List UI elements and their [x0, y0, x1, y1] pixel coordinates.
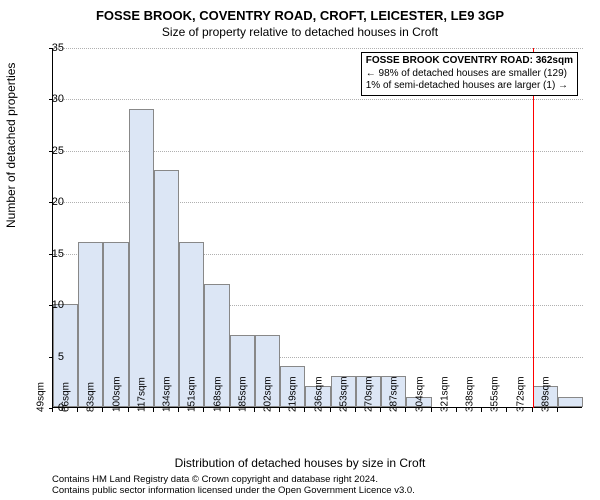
xtick-label: 270sqm — [364, 376, 375, 412]
xtick-mark — [77, 408, 78, 412]
xtick-label: 100sqm — [111, 376, 122, 412]
xtick-mark — [405, 408, 406, 412]
ytick-label: 25 — [34, 145, 64, 157]
annotation-box: FOSSE BROOK COVENTRY ROAD: 362sqm ← 98% … — [361, 52, 578, 96]
y-axis-label: Number of detached properties — [4, 63, 18, 228]
xtick-mark — [481, 408, 482, 412]
xtick-mark — [153, 408, 154, 412]
xtick-mark — [380, 408, 381, 412]
ytick-label: 20 — [34, 196, 64, 208]
xtick-mark — [102, 408, 103, 412]
xtick-label: 117sqm — [136, 377, 147, 412]
gridline — [53, 48, 583, 49]
xtick-mark — [304, 408, 305, 412]
xtick-label: 372sqm — [515, 376, 526, 412]
xtick-label: 304sqm — [414, 376, 425, 412]
xtick-mark — [254, 408, 255, 412]
xtick-label: 151sqm — [187, 376, 198, 412]
xtick-mark — [279, 408, 280, 412]
plot-area — [52, 48, 582, 408]
footer: Contains HM Land Registry data © Crown c… — [52, 474, 415, 497]
annotation-line3: 1% of semi-detached houses are larger (1… — [366, 80, 573, 93]
ytick-label: 5 — [34, 351, 64, 363]
xtick-mark — [330, 408, 331, 412]
chart-title: FOSSE BROOK, COVENTRY ROAD, CROFT, LEICE… — [0, 0, 600, 23]
xtick-label: 321sqm — [439, 376, 450, 412]
ytick-label: 35 — [34, 42, 64, 54]
xtick-label: 219sqm — [288, 376, 299, 412]
xtick-mark — [229, 408, 230, 412]
ytick-label: 10 — [34, 299, 64, 311]
xtick-mark — [456, 408, 457, 412]
xtick-label: 389sqm — [540, 376, 551, 412]
gridline — [53, 99, 583, 100]
xtick-label: 253sqm — [338, 376, 349, 412]
reference-line — [533, 48, 534, 408]
histogram-bar — [129, 109, 154, 407]
xtick-mark — [355, 408, 356, 412]
xtick-mark — [203, 408, 204, 412]
xtick-mark — [128, 408, 129, 412]
footer-line1: Contains HM Land Registry data © Crown c… — [52, 474, 415, 485]
chart-container: FOSSE BROOK, COVENTRY ROAD, CROFT, LEICE… — [0, 0, 600, 500]
xtick-label: 355sqm — [490, 376, 501, 412]
xtick-label: 83sqm — [86, 382, 97, 412]
ytick-label: 0 — [34, 402, 64, 414]
ytick-label: 15 — [34, 248, 64, 260]
histogram-bar — [558, 397, 583, 407]
x-axis-label: Distribution of detached houses by size … — [0, 456, 600, 470]
chart-subtitle: Size of property relative to detached ho… — [0, 23, 600, 39]
xtick-label: 168sqm — [212, 376, 223, 412]
footer-line2: Contains public sector information licen… — [52, 485, 415, 496]
xtick-mark — [506, 408, 507, 412]
annotation-line1: FOSSE BROOK COVENTRY ROAD: 362sqm — [366, 55, 573, 68]
xtick-label: 185sqm — [237, 376, 248, 412]
xtick-mark — [532, 408, 533, 412]
xtick-mark — [557, 408, 558, 412]
histogram-bar — [154, 170, 179, 407]
annotation-line2: ← 98% of detached houses are smaller (12… — [366, 68, 573, 81]
xtick-label: 287sqm — [389, 376, 400, 412]
ytick-label: 30 — [34, 93, 64, 105]
xtick-mark — [178, 408, 179, 412]
xtick-label: 338sqm — [465, 376, 476, 412]
xtick-mark — [431, 408, 432, 412]
xtick-label: 134sqm — [162, 376, 173, 412]
xtick-label: 202sqm — [263, 376, 274, 412]
plot-region: FOSSE BROOK COVENTRY ROAD: 362sqm ← 98% … — [52, 48, 582, 408]
xtick-label: 236sqm — [313, 376, 324, 412]
